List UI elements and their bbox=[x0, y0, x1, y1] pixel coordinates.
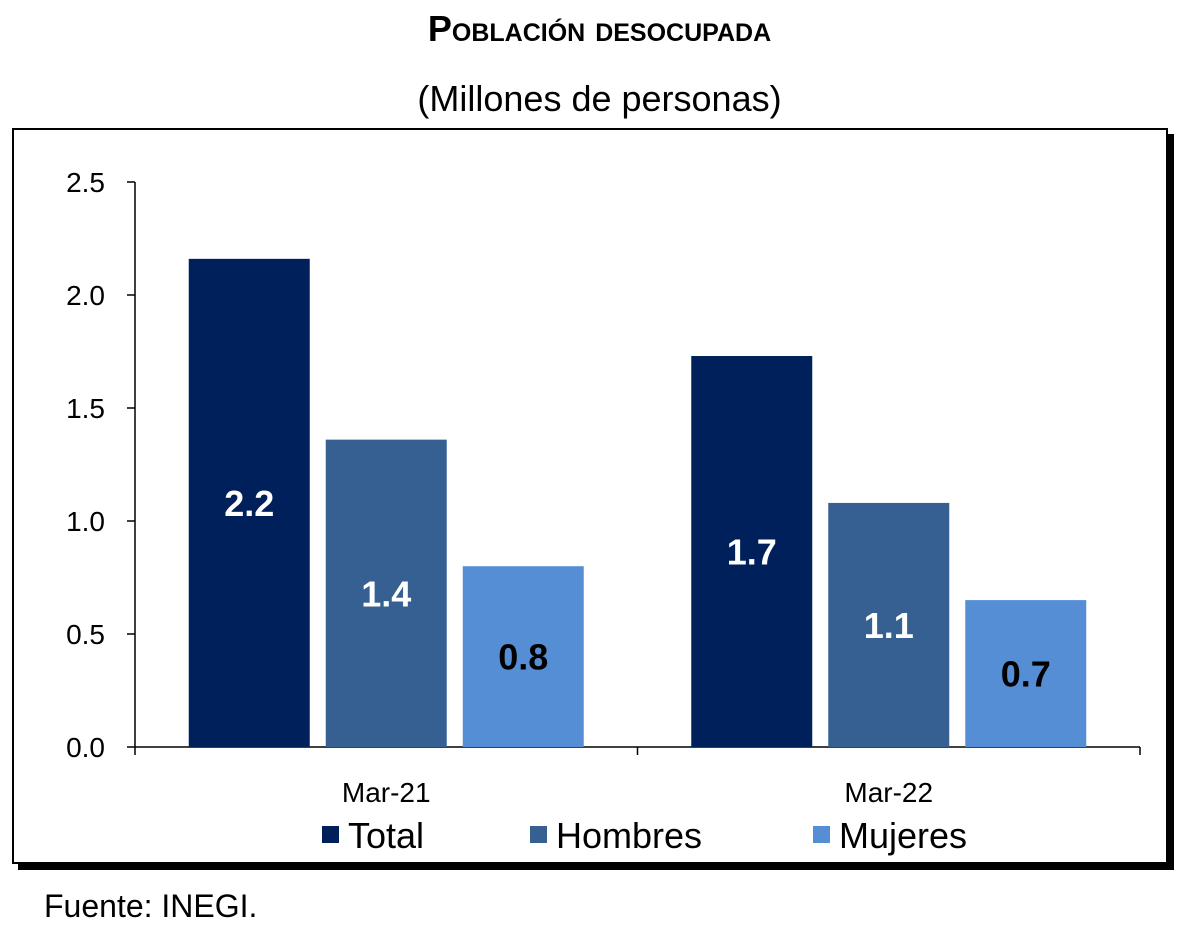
y-tick-label: 2.0 bbox=[66, 280, 105, 311]
y-tick-label: 2.5 bbox=[66, 167, 105, 198]
bar-hombres-mar-21 bbox=[325, 439, 447, 747]
y-tick-label: 0.0 bbox=[66, 732, 105, 763]
legend-label-hombres: Hombres bbox=[556, 815, 702, 856]
data-label: 2.2 bbox=[224, 483, 274, 524]
legend-label-mujeres: Mujeres bbox=[839, 815, 967, 856]
legend-swatch-mujeres bbox=[813, 826, 830, 843]
legend-label-total: Total bbox=[348, 815, 424, 856]
data-label: 1.1 bbox=[864, 605, 914, 646]
source-note: Fuente: INEGI. bbox=[44, 888, 258, 924]
data-label: 1.7 bbox=[727, 532, 777, 573]
data-label: 1.4 bbox=[361, 573, 411, 614]
y-tick-label: 0.5 bbox=[66, 619, 105, 650]
bar-total-mar-21 bbox=[188, 258, 310, 747]
y-tick-label: 1.0 bbox=[66, 506, 105, 537]
y-tick-label: 1.5 bbox=[66, 393, 105, 424]
x-tick-label: Mar-21 bbox=[342, 777, 431, 808]
chart-title: Población desocupada bbox=[427, 8, 772, 49]
x-tick-label: Mar-22 bbox=[844, 777, 933, 808]
chart-subtitle: (Millones de personas) bbox=[417, 78, 782, 119]
legend-swatch-hombres bbox=[530, 826, 547, 843]
data-label: 0.7 bbox=[1001, 654, 1051, 695]
data-label: 0.8 bbox=[498, 637, 548, 678]
legend-swatch-total bbox=[322, 826, 339, 843]
bar-total-mar-22 bbox=[691, 356, 813, 747]
bar-mujeres-mar-21 bbox=[462, 566, 584, 747]
bar-mujeres-mar-22 bbox=[965, 600, 1087, 747]
bar-hombres-mar-22 bbox=[828, 502, 950, 747]
